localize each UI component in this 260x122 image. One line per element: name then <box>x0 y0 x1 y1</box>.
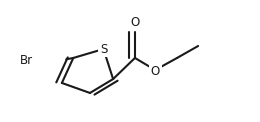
Text: S: S <box>100 43 107 56</box>
Text: O: O <box>130 16 140 29</box>
Text: O: O <box>151 65 160 77</box>
Text: Br: Br <box>20 55 33 67</box>
